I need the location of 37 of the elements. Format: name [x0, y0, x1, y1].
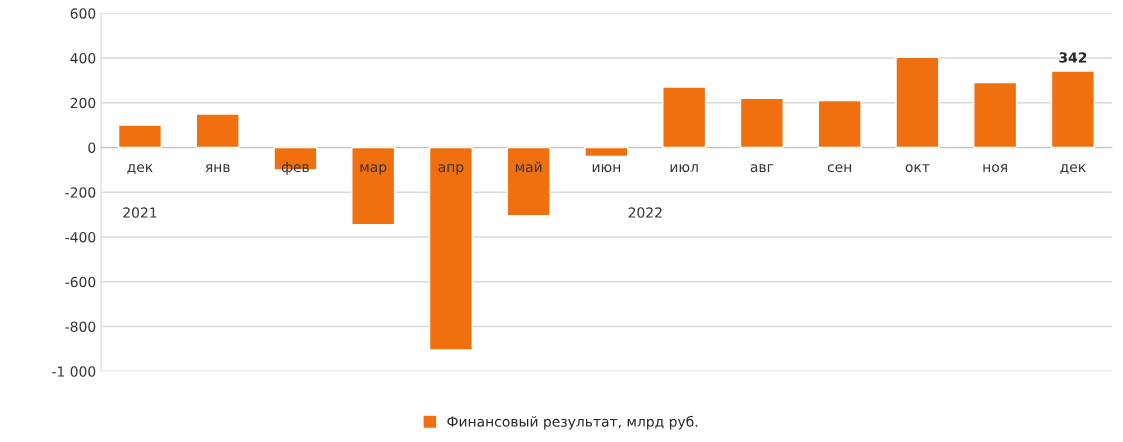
bar — [1050, 70, 1095, 149]
x-tick-label: май — [515, 161, 542, 173]
x-tick-label: мар — [360, 164, 387, 175]
y-tick-label: -800 — [65, 321, 96, 332]
data-label: 342 — [1059, 52, 1087, 63]
bar — [428, 146, 474, 351]
x-tick-label: июн — [592, 164, 621, 173]
annotation: 2021 — [123, 207, 157, 218]
y-tick-label: -1 000 — [52, 366, 96, 377]
bar — [351, 146, 396, 226]
y-tick-label: -600 — [65, 276, 96, 288]
y-tick-label: -400 — [65, 231, 96, 243]
x-tick-label: дек — [1060, 164, 1086, 174]
bar — [117, 124, 163, 149]
bar — [662, 86, 707, 149]
y-tick-label: -200 — [65, 187, 96, 198]
x-tick-label: авг — [750, 164, 774, 173]
bar — [195, 113, 240, 149]
annotation: 2022 — [628, 207, 662, 218]
x-tick-label: дек — [127, 164, 153, 174]
x-tick-label: окт — [905, 164, 930, 173]
y-tick-label: 400 — [70, 52, 96, 64]
x-tick-label: апр — [438, 164, 464, 175]
bar — [506, 146, 551, 217]
bar — [584, 146, 629, 158]
x-tick-label: сен — [827, 164, 852, 173]
bar — [973, 81, 1018, 149]
y-tick-label: 200 — [70, 97, 96, 109]
bar — [895, 56, 940, 149]
bar — [739, 97, 784, 149]
x-tick-label: янв — [205, 164, 230, 172]
x-tick-label: июл — [670, 164, 698, 173]
y-tick-label: 0 — [88, 142, 96, 153]
y-tick-label: 600 — [70, 8, 96, 19]
legend-label: Финансовый результат, млрд руб. — [447, 415, 698, 430]
x-tick-label: ноя — [983, 164, 1007, 173]
bar — [817, 99, 862, 149]
